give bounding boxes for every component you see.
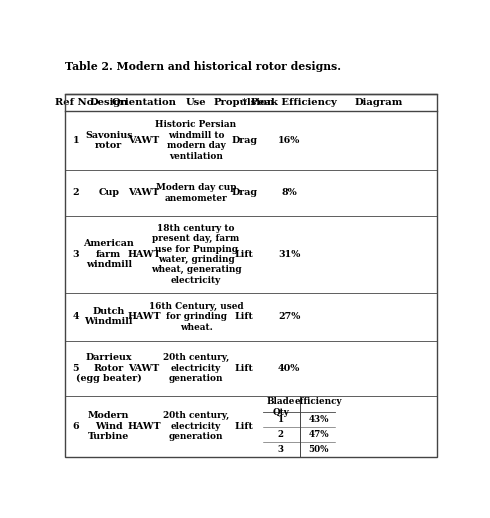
Text: Ref No.: Ref No. <box>55 98 97 107</box>
Text: 2: 2 <box>73 189 79 197</box>
Text: 3: 3 <box>73 250 79 259</box>
Text: 27%: 27% <box>278 312 300 321</box>
Text: Drag: Drag <box>231 189 257 197</box>
Text: Cup: Cup <box>98 189 119 197</box>
Text: 16%: 16% <box>278 136 300 145</box>
Text: Table 2. Modern and historical rotor designs.: Table 2. Modern and historical rotor des… <box>65 61 341 72</box>
Text: Historic Persian
windmill to
modern day
ventilation: Historic Persian windmill to modern day … <box>155 120 237 161</box>
Text: 20th century,
electricity
generation: 20th century, electricity generation <box>163 353 229 383</box>
Text: 5: 5 <box>73 364 79 373</box>
Text: Lift: Lift <box>235 250 254 259</box>
Text: 43%: 43% <box>309 415 329 424</box>
Text: Dutch
Windmill: Dutch Windmill <box>84 307 133 326</box>
Text: 6: 6 <box>73 422 79 431</box>
Text: HAWT: HAWT <box>127 312 161 321</box>
Text: 1: 1 <box>278 415 284 424</box>
Text: 8%: 8% <box>281 189 297 197</box>
Text: 50%: 50% <box>309 445 329 454</box>
Text: Lift: Lift <box>235 422 254 431</box>
Text: 1: 1 <box>73 136 79 145</box>
Text: 18th century to
present day, farm
use for Pumping
water, grinding
wheat, generat: 18th century to present day, farm use fo… <box>151 224 242 285</box>
Text: 40%: 40% <box>278 364 300 373</box>
Text: 2: 2 <box>278 430 284 439</box>
Text: VAWT: VAWT <box>128 136 160 145</box>
Text: 4: 4 <box>73 312 79 321</box>
Text: American
farm
windmill: American farm windmill <box>83 239 134 269</box>
Text: Darrieux
Rotor
(egg beater): Darrieux Rotor (egg beater) <box>76 353 142 383</box>
Text: Modern day cup
anemometer: Modern day cup anemometer <box>156 183 236 203</box>
Text: 20th century,
electricity
generation: 20th century, electricity generation <box>163 411 229 441</box>
Text: efficiency: efficiency <box>295 397 343 406</box>
Text: Lift: Lift <box>235 364 254 373</box>
Text: Savonius
rotor: Savonius rotor <box>85 131 132 150</box>
Text: Orientation: Orientation <box>112 98 176 107</box>
Text: Diagram: Diagram <box>354 98 402 107</box>
Text: * Peak Efficiency: * Peak Efficiency <box>242 98 337 107</box>
Text: Drag: Drag <box>231 136 257 145</box>
Text: HAWT: HAWT <box>127 422 161 431</box>
Text: Use: Use <box>186 98 206 107</box>
Text: HAWT: HAWT <box>127 250 161 259</box>
Text: Propulsion: Propulsion <box>214 98 275 107</box>
Text: 16th Century, used
for grinding
wheat.: 16th Century, used for grinding wheat. <box>149 302 244 332</box>
Text: 31%: 31% <box>278 250 300 259</box>
Text: VAWT: VAWT <box>128 364 160 373</box>
Text: VAWT: VAWT <box>128 189 160 197</box>
Text: Lift: Lift <box>235 312 254 321</box>
Text: Modern
Wind
Turbine: Modern Wind Turbine <box>88 411 129 441</box>
Text: Blade
Qty: Blade Qty <box>267 397 295 416</box>
Text: Design: Design <box>89 98 128 107</box>
Text: 47%: 47% <box>308 430 329 439</box>
Text: 3: 3 <box>278 445 284 454</box>
